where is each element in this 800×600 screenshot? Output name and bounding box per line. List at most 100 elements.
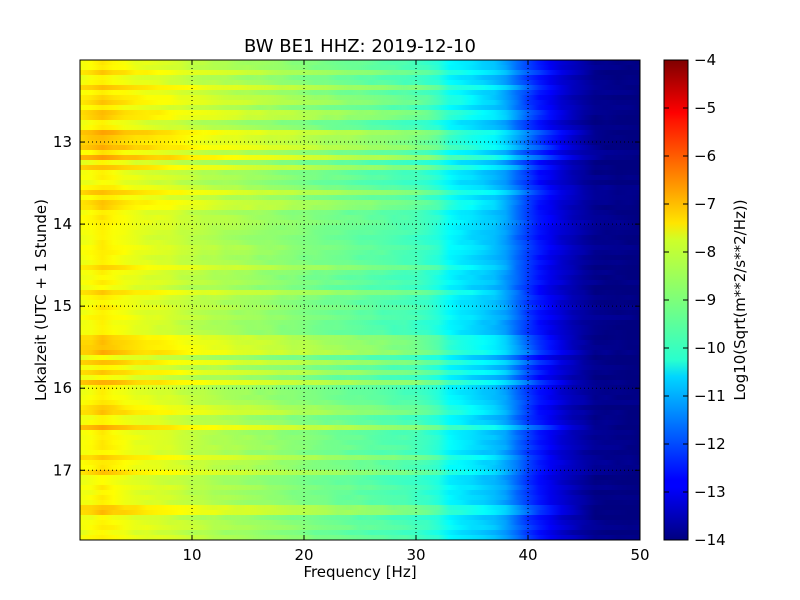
heatmap-row — [80, 515, 640, 521]
colorbar-label: Log10(Sqrt(m**2/s**2/Hz)) — [731, 199, 749, 400]
heatmap-row — [80, 220, 640, 226]
colorbar-tick-label: −8 — [694, 243, 716, 261]
heatmap-row — [80, 535, 640, 540]
x-tick-label: 40 — [518, 546, 537, 564]
heatmap-row — [80, 295, 640, 301]
x-tick-label: 30 — [406, 546, 425, 564]
heatmap-row — [80, 180, 640, 186]
heatmap-row — [80, 380, 640, 386]
heatmap-row — [80, 265, 640, 271]
heatmap-row — [80, 470, 640, 476]
heatmap-row — [80, 435, 640, 441]
heatmap-row — [80, 335, 640, 341]
heatmap-row — [80, 105, 640, 111]
heatmap-row — [80, 345, 640, 351]
heatmap-row — [80, 280, 640, 286]
heatmap-row — [80, 500, 640, 506]
heatmap-row — [80, 195, 640, 201]
heatmap-row — [80, 360, 640, 366]
heatmap-row — [80, 75, 640, 81]
plot-frame — [79, 59, 641, 541]
heatmap-row — [80, 65, 640, 71]
chart-title: BW BE1 HHZ: 2019-12-10 — [244, 36, 476, 57]
heatmap-row — [80, 460, 640, 466]
heatmap-row — [80, 130, 640, 136]
heatmap-row — [80, 135, 640, 141]
heatmap-row — [80, 175, 640, 181]
heatmap-row — [80, 190, 640, 196]
x-axis: 10 20 30 40 50 — [182, 60, 650, 564]
colorbar-tick-label: −10 — [694, 339, 726, 357]
colorbar-tick-label: −6 — [694, 147, 716, 165]
y-tick-label: 14 — [53, 215, 72, 233]
colorbar-tick-label: −13 — [694, 483, 726, 501]
heatmap-row — [80, 210, 640, 216]
y-tick-label: 16 — [53, 379, 72, 397]
heatmap-row — [80, 350, 640, 356]
heatmap-row — [80, 85, 640, 91]
heatmap-row — [80, 530, 640, 536]
heatmap-row — [80, 225, 640, 231]
heatmap-row — [80, 370, 640, 376]
heatmap-row — [80, 430, 640, 436]
heatmap-row — [80, 305, 640, 311]
heatmap-row — [80, 145, 640, 151]
heatmap-row — [80, 140, 640, 146]
y-tick-label: 13 — [53, 133, 72, 151]
heatmap-row — [80, 80, 640, 86]
heatmap-row — [80, 200, 640, 206]
heatmap-row — [80, 215, 640, 221]
heatmap-row — [80, 390, 640, 396]
heatmap-row — [80, 250, 640, 256]
heatmap-row — [80, 275, 640, 281]
heatmap-row — [80, 450, 640, 456]
heatmap-row — [80, 260, 640, 266]
heatmap-row — [80, 95, 640, 101]
colorbar-tick-label: −4 — [694, 51, 716, 69]
heatmap-row — [80, 440, 640, 446]
heatmap-row — [80, 505, 640, 511]
heatmap-row — [80, 255, 640, 261]
heatmap-row — [80, 465, 640, 471]
heatmap-row — [80, 355, 640, 361]
heatmap-row — [80, 125, 640, 131]
heatmap-row — [80, 340, 640, 346]
heatmap-row — [80, 205, 640, 211]
heatmap-row — [80, 155, 640, 161]
y-tick-label: 17 — [53, 461, 72, 479]
colorbar-tick-label: −7 — [694, 195, 716, 213]
heatmap-row — [80, 480, 640, 486]
colorbar-ticks: −4 −5 −6 −7 −8 −9 −10 −11 −12 −13 −14 — [664, 51, 726, 549]
x-axis-label: Frequency [Hz] — [303, 563, 416, 581]
y-axis-label: Lokalzeit (UTC + 1 Stunde) — [32, 199, 50, 401]
heatmap-row — [80, 395, 640, 401]
heatmap-row — [80, 160, 640, 166]
heatmap-row — [80, 475, 640, 481]
heatmap-row — [80, 455, 640, 461]
heatmap-row — [80, 495, 640, 501]
heatmap-row — [80, 240, 640, 246]
heatmap-row — [80, 150, 640, 156]
heatmap-row — [80, 410, 640, 416]
heatmap-row — [80, 375, 640, 381]
heatmap-row — [80, 165, 640, 171]
heatmap-row — [80, 365, 640, 371]
colorbar-tick-label: −12 — [694, 435, 726, 453]
heatmap-row — [80, 170, 640, 176]
colorbar-tick-label: −9 — [694, 291, 716, 309]
heatmap-row — [80, 100, 640, 106]
heatmap-row — [80, 330, 640, 336]
colorbar-tick-label: −11 — [694, 387, 726, 405]
heatmap-row — [80, 110, 640, 116]
heatmap-row — [80, 235, 640, 241]
x-tick-label: 20 — [294, 546, 313, 564]
heatmap-row — [80, 525, 640, 531]
heatmap-row — [80, 485, 640, 491]
heatmap-row — [80, 420, 640, 426]
heatmap-row — [80, 490, 640, 496]
x-tick-label: 10 — [182, 546, 201, 564]
heatmap-row — [80, 310, 640, 316]
heatmap-row — [80, 115, 640, 121]
heatmap-row — [80, 325, 640, 331]
heatmap-row — [80, 60, 640, 66]
